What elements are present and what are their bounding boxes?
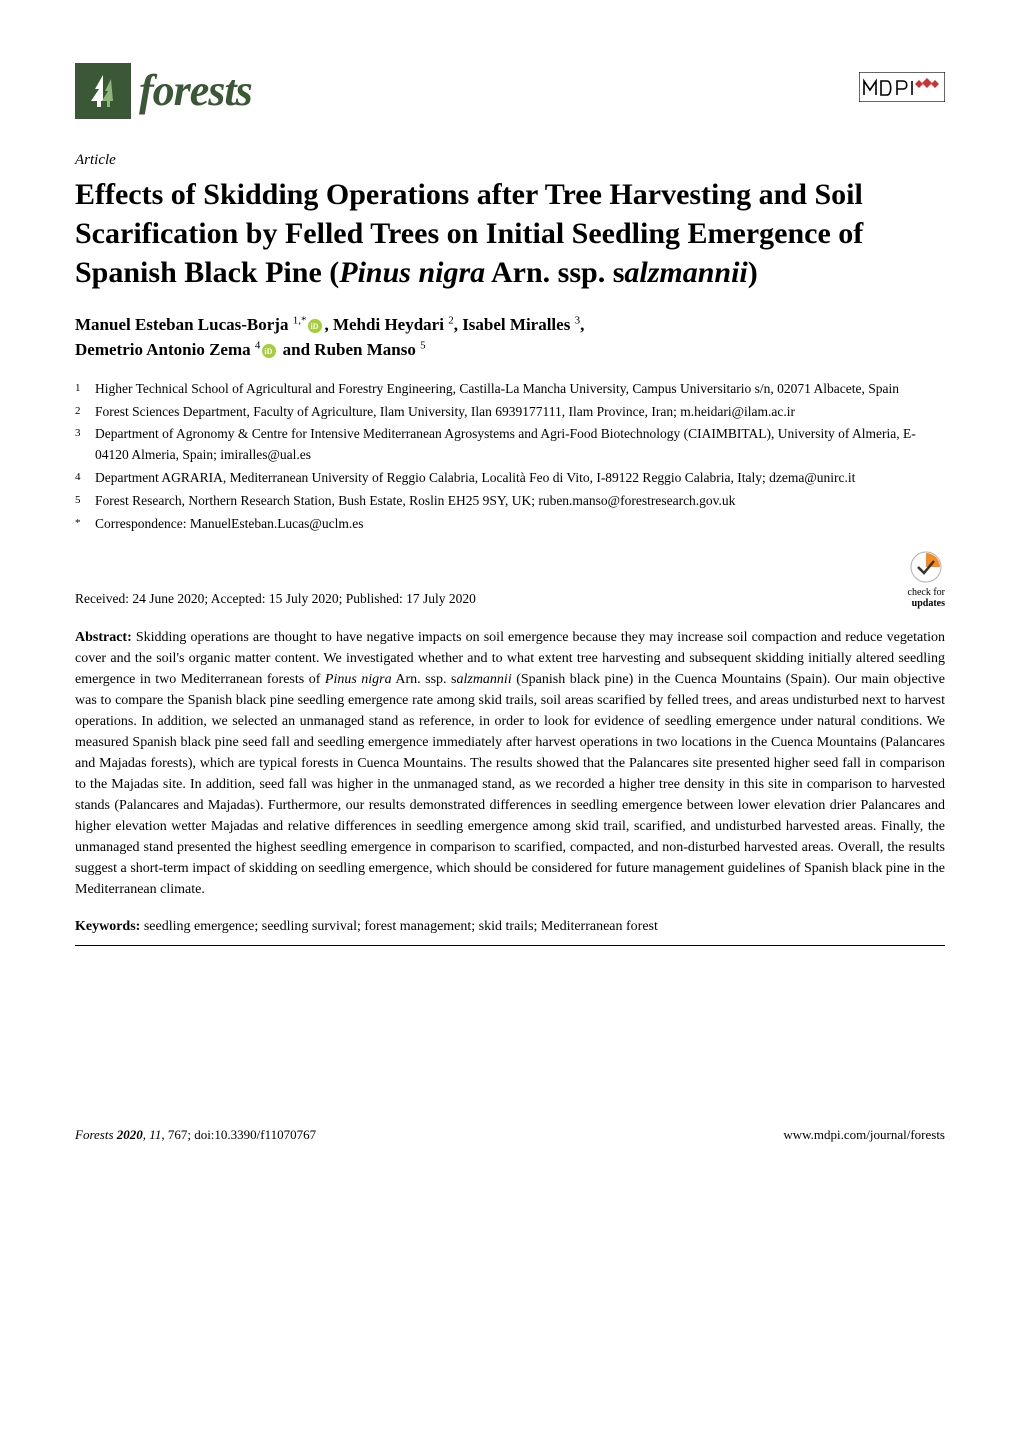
check-updates-icon <box>908 549 944 585</box>
affiliation-2: 2Forest Sciences Department, Faculty of … <box>75 402 945 423</box>
affil-text: Forest Research, Northern Research Stati… <box>95 491 945 512</box>
comma: , <box>580 315 584 334</box>
abstract-label: Abstract: <box>75 630 132 645</box>
cu-line1: check for <box>908 587 945 598</box>
author-1-sup: 1, <box>293 314 301 326</box>
article-type: Article <box>75 150 945 171</box>
title-text-3: ) <box>748 256 758 289</box>
footer-citation: Forests 2020, 11, 767; doi:10.3390/f1107… <box>75 1126 316 1144</box>
keywords-text: seedling emergence; seedling survival; f… <box>140 919 658 934</box>
correspondence: *Correspondence: ManuelEsteban.Lucas@ucl… <box>75 514 945 535</box>
title-italic-1: Pinus nigra <box>339 256 485 289</box>
affiliations-list: 1Higher Technical School of Agricultural… <box>75 379 945 535</box>
footer: Forests 2020, 11, 767; doi:10.3390/f1107… <box>75 1126 945 1144</box>
affil-num: 2 <box>75 402 95 423</box>
authors: Manuel Esteban Lucas-Borja 1,* , Mehdi He… <box>75 312 945 363</box>
footer-year: 2020 <box>117 1127 143 1142</box>
affil-num: 4 <box>75 468 95 489</box>
dates-row: Received: 24 June 2020; Accepted: 15 Jul… <box>75 549 945 609</box>
affil-num: 5 <box>75 491 95 512</box>
footer-issue: 11 <box>149 1127 161 1142</box>
abstract-italic-2: alzmannii <box>456 672 511 687</box>
author-4-sup: 4 <box>255 339 261 351</box>
tree-icon <box>81 69 125 113</box>
divider <box>75 945 945 946</box>
affil-text: Forest Sciences Department, Faculty of A… <box>95 402 945 423</box>
orcid-icon[interactable] <box>262 344 276 358</box>
affil-text: Correspondence: ManuelEsteban.Lucas@uclm… <box>95 514 945 535</box>
forests-logo-icon <box>75 63 131 119</box>
mdpi-logo <box>859 72 945 109</box>
affiliation-5: 5Forest Research, Northern Research Stat… <box>75 491 945 512</box>
abstract: Abstract: Skidding operations are though… <box>75 627 945 900</box>
affil-text: Higher Technical School of Agricultural … <box>95 379 945 400</box>
keywords: Keywords: seedling emergence; seedling s… <box>75 916 945 937</box>
abstract-body-3: (Spanish black pine) in the Cuenca Mount… <box>75 672 945 897</box>
affil-num: * <box>75 514 95 535</box>
author-3-pre: , Isabel Miralles <box>454 315 575 334</box>
author-1: Manuel Esteban Lucas-Borja <box>75 315 293 334</box>
check-updates-label: check forupdates <box>908 587 945 609</box>
article-title: Effects of Skidding Operations after Tre… <box>75 175 945 292</box>
title-text-2: Arn. ssp. s <box>485 256 624 289</box>
affil-num: 1 <box>75 379 95 400</box>
author-2-pre: , Mehdi Heydari <box>324 315 448 334</box>
journal-logo: forests <box>75 60 252 122</box>
received-accepted-published: Received: 24 June 2020; Accepted: 15 Jul… <box>75 590 476 609</box>
orcid-icon[interactable] <box>308 319 322 333</box>
cu-line2: updates <box>912 598 945 609</box>
abstract-body-2: Arn. ssp. s <box>392 672 457 687</box>
footer-doi: , 767; doi:10.3390/f11070767 <box>161 1127 316 1142</box>
affiliation-4: 4Department AGRARIA, Mediterranean Unive… <box>75 468 945 489</box>
footer-journal: Forests <box>75 1127 117 1142</box>
keywords-label: Keywords: <box>75 919 140 934</box>
affiliation-3: 3Department of Agronomy & Centre for Int… <box>75 424 945 466</box>
author-4: Demetrio Antonio Zema <box>75 340 255 359</box>
title-italic-2: alzmannii <box>624 256 747 289</box>
affil-text: Department AGRARIA, Mediterranean Univer… <box>95 468 945 489</box>
author-5-sup: 5 <box>420 339 426 351</box>
corresponding-star: * <box>301 314 307 326</box>
journal-name: forests <box>139 60 252 122</box>
affil-text: Department of Agronomy & Centre for Inte… <box>95 424 945 466</box>
abstract-italic-1: Pinus nigra <box>325 672 392 687</box>
footer-url[interactable]: www.mdpi.com/journal/forests <box>783 1126 945 1144</box>
affil-num: 3 <box>75 424 95 466</box>
affiliation-1: 1Higher Technical School of Agricultural… <box>75 379 945 400</box>
author-5-pre: and Ruben Manso <box>278 340 420 359</box>
check-for-updates[interactable]: check forupdates <box>908 549 945 609</box>
header-row: forests <box>75 60 945 122</box>
